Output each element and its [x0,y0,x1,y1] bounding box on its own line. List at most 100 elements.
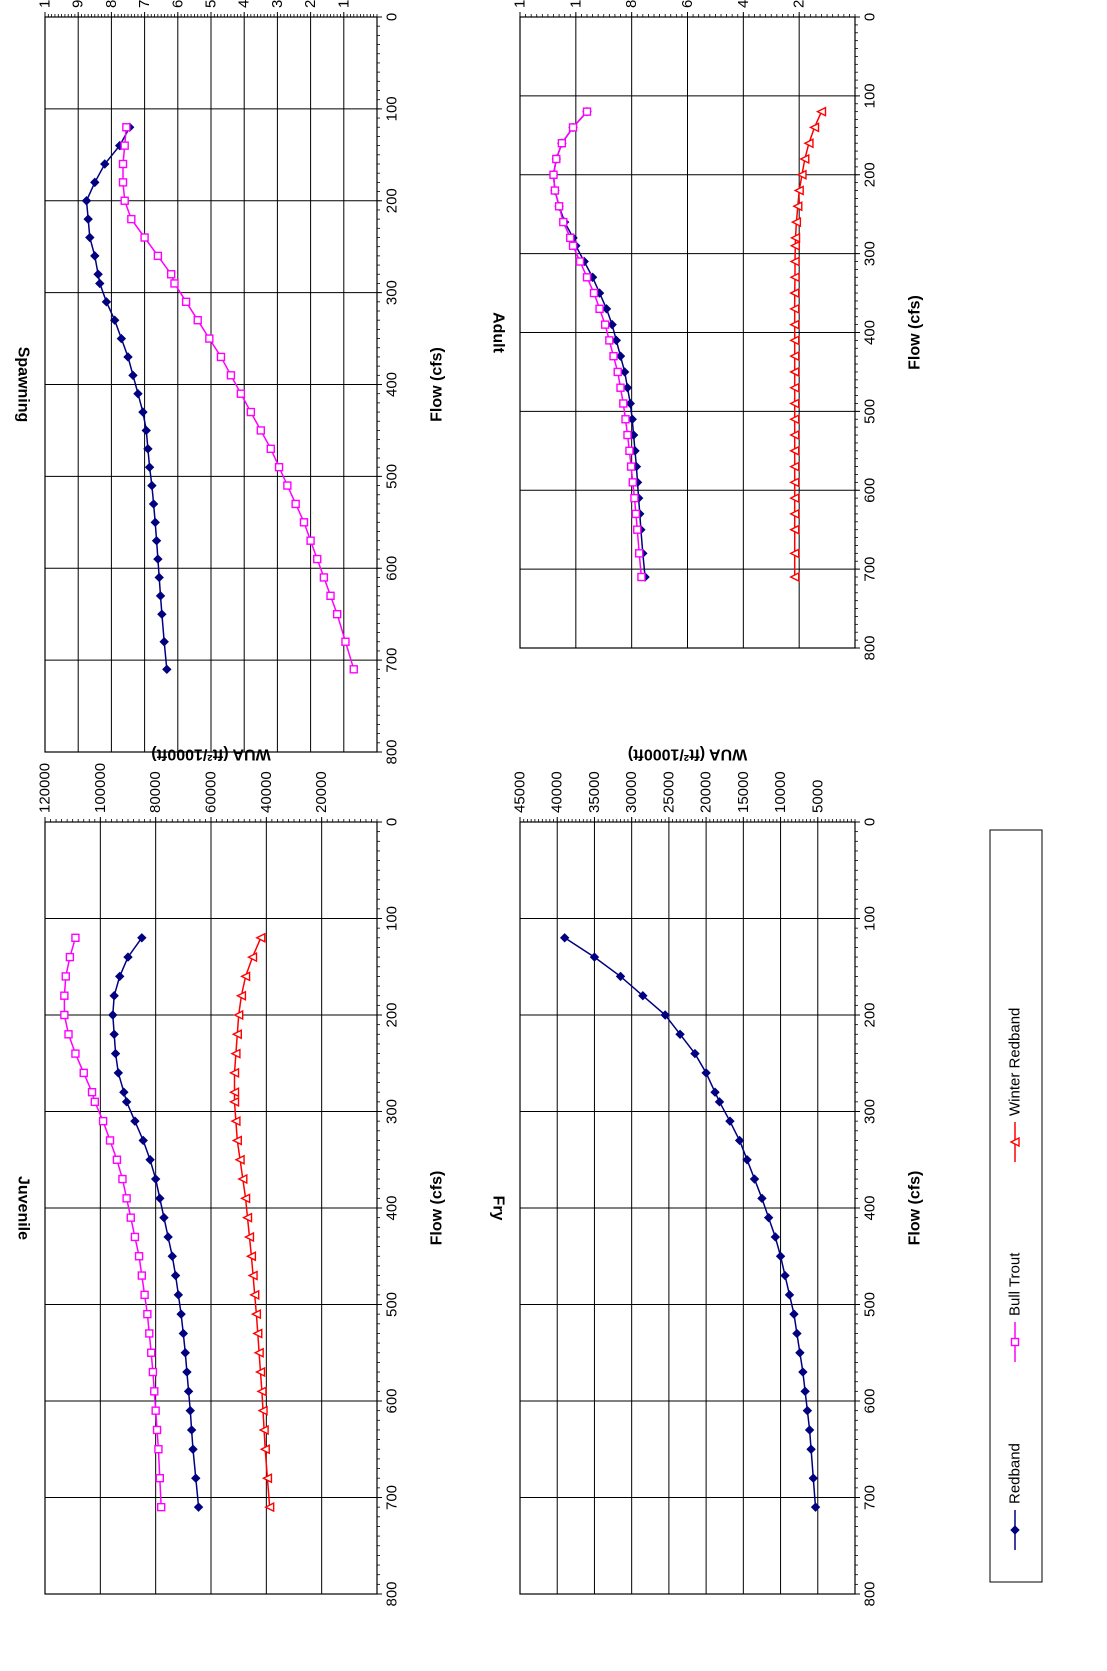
data-point [757,1193,767,1204]
x-tick-label: 500 [383,464,400,489]
data-point [789,508,800,520]
data-point [128,370,138,381]
y-tick-label: 60000 [679,0,696,8]
x-tick-label: 600 [383,556,400,581]
y-tick-label: 20000 [791,0,808,8]
data-point [234,1154,245,1165]
y-tick-label: 45000 [512,771,529,813]
x-tick-label: 400 [383,372,400,397]
y-tick-label: 20000 [698,771,715,813]
series-winter-redband [789,106,827,583]
data-point [183,1386,194,1397]
data-point [108,1010,118,1020]
data-point [90,1097,100,1107]
data-point [140,1290,149,1300]
data-point [780,1270,790,1281]
data-point [609,351,618,361]
data-point [126,1213,135,1222]
data-point [167,1251,177,1261]
data-point [789,240,800,251]
data-point [101,297,112,307]
data-point [566,233,575,243]
x-tick-label: 100 [383,906,400,931]
data-point [191,1473,201,1483]
legend-item-winter-redband: Winter Redband [1007,1008,1024,1162]
y-tick-label: 80000 [147,771,164,813]
data-point [230,1116,241,1127]
data-point [154,1445,163,1454]
legend-item-bull-trout: Bull Trout [1007,1252,1024,1362]
y-tick-label: 25000 [660,771,677,813]
data-point [240,1193,251,1204]
data-point [157,609,167,619]
data-point [559,933,570,943]
data-point [549,170,558,179]
data-point [123,952,133,962]
data-point [162,664,172,675]
data-point [264,1502,275,1513]
data-point [332,609,342,619]
data-point [763,1212,774,1223]
series-bull-trout [118,123,358,674]
x-tick-label: 800 [383,739,400,764]
data-point [789,398,800,409]
data-point [154,572,164,583]
x-tick-label: 700 [861,1485,878,1510]
series-winter-redband [228,932,275,1513]
y-tick-label: 35000 [586,771,603,813]
data-point [800,1386,810,1397]
x-tick-label: 200 [861,162,878,187]
plot-border [519,821,856,1595]
y-tick-label: 40000 [735,0,752,8]
data-point [173,1290,184,1300]
data-point [79,1068,88,1078]
data-point [749,1174,760,1184]
data-point [145,1155,155,1165]
data-point [71,1049,80,1058]
data-point [792,1328,802,1339]
data-point [789,351,800,362]
data-point [150,517,160,528]
data-point [155,1193,165,1204]
data-point [152,1425,162,1435]
data-point [253,1347,264,1358]
x-axis-title: Flow (cfs) [907,295,924,370]
data-point [116,333,127,344]
x-tick-label: 600 [861,478,878,503]
plot-border [519,16,856,649]
y-tick-label: 70000 [136,0,153,8]
chart-adult: 0 100 200 300 400 500 600 700 800 20000 40000 60000… [490,0,924,661]
data-point [802,1405,813,1416]
data-point [613,367,622,377]
x-tick-label: 600 [861,1388,878,1413]
x-tick-label: 100 [861,83,878,108]
data-point [795,1348,805,1358]
data-point [789,571,800,583]
data-point [151,1406,160,1415]
y-axis-title: WUA (ft²/1000ft) [151,746,270,763]
x-tick-label: 300 [383,1099,400,1124]
chart-title: Spawning [15,347,32,423]
data-point [144,462,155,472]
data-point [130,1232,140,1242]
data-point [621,415,630,424]
data-point [245,1251,257,1262]
y-tick-label: 80000 [623,0,640,8]
y-tick-label: 60000 [203,771,220,813]
data-point [675,1029,685,1040]
series-redband [559,933,821,1512]
data-point [121,1097,132,1107]
data-point [123,352,133,362]
data-point [134,1252,144,1261]
data-point [254,1366,266,1378]
x-tick-label: 400 [861,320,878,345]
series-bull-trout [549,107,646,582]
data-point [306,536,315,545]
data-point [110,315,120,325]
data-point [714,1097,725,1107]
x-tick-label: 400 [861,1195,878,1220]
data-point [246,951,258,963]
chart-legend: Redband Bull Trout Winter Redband [989,829,1043,1583]
legend-marker [1010,1337,1020,1347]
